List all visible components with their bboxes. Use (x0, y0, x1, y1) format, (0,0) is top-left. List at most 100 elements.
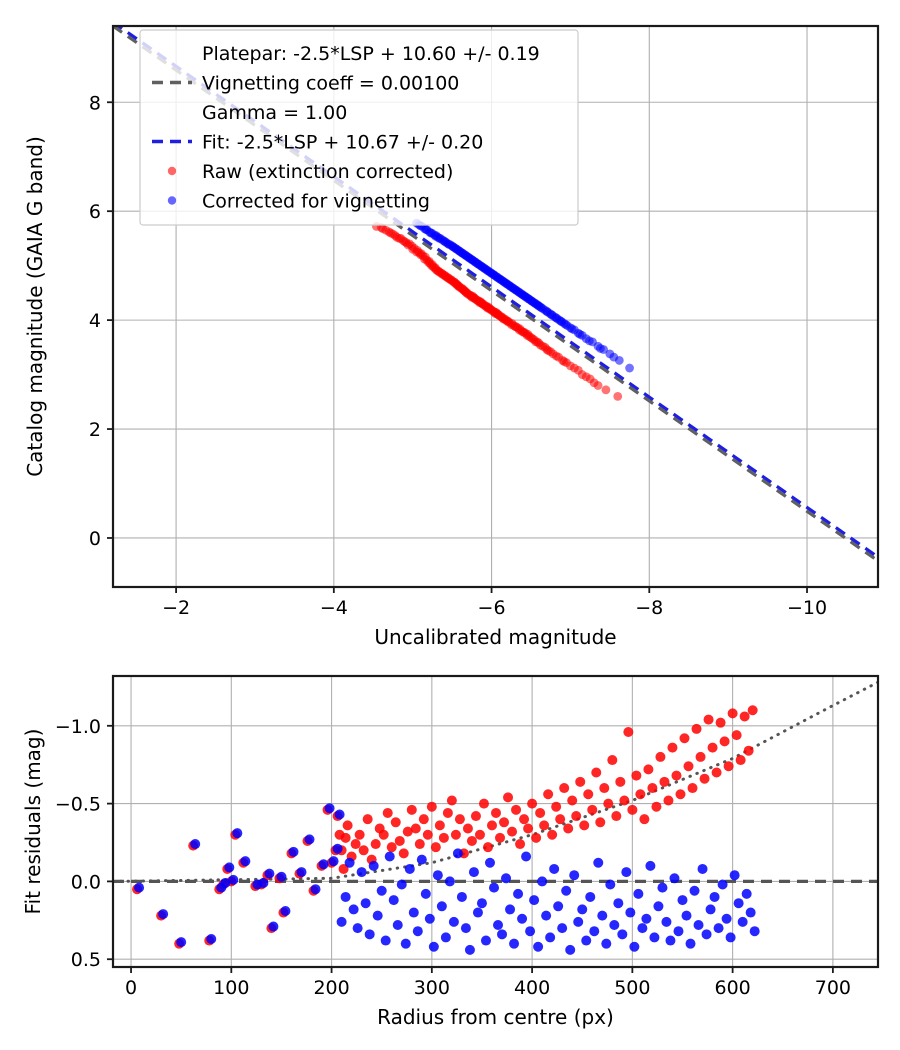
data-point (368, 860, 379, 871)
ytick-label: 8 (89, 92, 101, 114)
data-point (426, 801, 437, 812)
data-point (575, 329, 585, 339)
data-point (356, 867, 367, 878)
data-point (358, 845, 369, 856)
data-point (743, 745, 754, 756)
data-point (601, 385, 611, 395)
axes-frame (111, 24, 880, 589)
data-point (585, 891, 596, 902)
data-point (288, 846, 299, 857)
data-point (563, 823, 574, 834)
data-point (501, 873, 512, 884)
data-point (701, 929, 712, 940)
data-point (232, 828, 243, 839)
data-point (747, 705, 758, 716)
data-point (584, 336, 594, 346)
data-point (362, 814, 373, 825)
axes-fit-residuals-vs-radius: 0 100 200 300 400 500 600 700 0.5 0.0 −0.5 −1.0 Radi… (21, 674, 880, 1029)
data-point (727, 708, 738, 719)
xtick-label: 200 (313, 977, 349, 999)
data-point (713, 923, 724, 934)
data-point (430, 842, 441, 853)
data-point (605, 879, 616, 890)
data-point (396, 879, 407, 890)
data-point (476, 898, 487, 909)
data-point (709, 891, 720, 902)
data-point (581, 372, 591, 382)
data-point (388, 895, 399, 906)
data-point (623, 727, 634, 738)
data-layer (113, 26, 878, 563)
data-point (695, 751, 706, 762)
data-point (617, 929, 628, 940)
data-point (378, 829, 389, 840)
axes-photometry-calibration: −2 −4 −6 −8 −10 0 2 4 6 8 Uncalibrated magnitude Ca… (23, 24, 880, 649)
data-point (350, 839, 361, 850)
data-point (402, 826, 413, 837)
data-point (280, 905, 291, 916)
line-fit (115, 26, 878, 559)
data-point (687, 783, 698, 794)
data-point (547, 829, 558, 840)
legend-entry[interactable]: Fit: -2.5*LSP + 10.67 +/- 0.20 (152, 132, 483, 154)
data-point (567, 795, 578, 806)
data-point (715, 717, 726, 728)
data-point (651, 801, 662, 812)
ytick-label: 2 (89, 419, 101, 441)
data-point (462, 823, 473, 834)
data-point (206, 933, 217, 944)
data-point (456, 891, 467, 902)
data-point (719, 736, 730, 747)
data-point (390, 817, 401, 828)
series-corrected-for-vignetting (134, 803, 760, 955)
data-point (276, 871, 287, 882)
legend-entry[interactable]: Platepar: -2.5*LSP + 10.60 +/- 0.19 (202, 43, 540, 65)
data-point (491, 807, 501, 818)
data-point (340, 832, 351, 843)
data-point (631, 770, 642, 781)
data-point (603, 798, 614, 809)
data-point (573, 916, 584, 927)
xtick-label: −10 (787, 597, 827, 619)
legend-entry[interactable]: Corrected for vignetting (167, 191, 430, 213)
data-point (228, 874, 239, 885)
data-point (561, 885, 572, 896)
data-point (683, 761, 694, 772)
xtick-label: −8 (635, 597, 663, 619)
data-point (673, 926, 684, 937)
legend-label: Raw (extinction corrected) (202, 161, 453, 183)
data-point (340, 891, 351, 902)
data-point (645, 860, 656, 871)
data-point (541, 910, 552, 921)
legend-entry[interactable]: Raw (extinction corrected) (167, 161, 454, 183)
data-point (398, 848, 409, 859)
data-point (438, 832, 449, 843)
data-point (649, 932, 660, 943)
data-point (436, 901, 447, 912)
data-point (665, 935, 676, 946)
data-point (392, 919, 403, 930)
data-point (565, 944, 576, 955)
legend-label: Corrected for vignetting (202, 191, 430, 213)
data-point (711, 767, 722, 778)
legend-entry[interactable]: Vignetting coeff = 0.00100 (152, 73, 459, 95)
data-point (593, 381, 603, 390)
xtick-label: −2 (162, 597, 190, 619)
data-point (535, 807, 546, 818)
data-point (621, 867, 632, 878)
ytick-label: 6 (89, 201, 101, 223)
data-point (318, 859, 329, 870)
data-point (723, 761, 734, 772)
legend[interactable]: Platepar: -2.5*LSP + 10.60 +/- 0.19 Vigne… (139, 29, 579, 226)
xtick-label: 400 (514, 977, 550, 999)
data-point (607, 755, 618, 766)
data-point (503, 792, 514, 803)
data-point (531, 832, 542, 843)
data-point (609, 352, 619, 362)
ytick-label: 0.0 (71, 871, 101, 893)
data-point (587, 804, 598, 815)
data-point (745, 907, 756, 918)
data-point (410, 823, 421, 834)
legend-entry[interactable]: Gamma = 1.00 (202, 102, 347, 124)
data-point (505, 904, 516, 915)
